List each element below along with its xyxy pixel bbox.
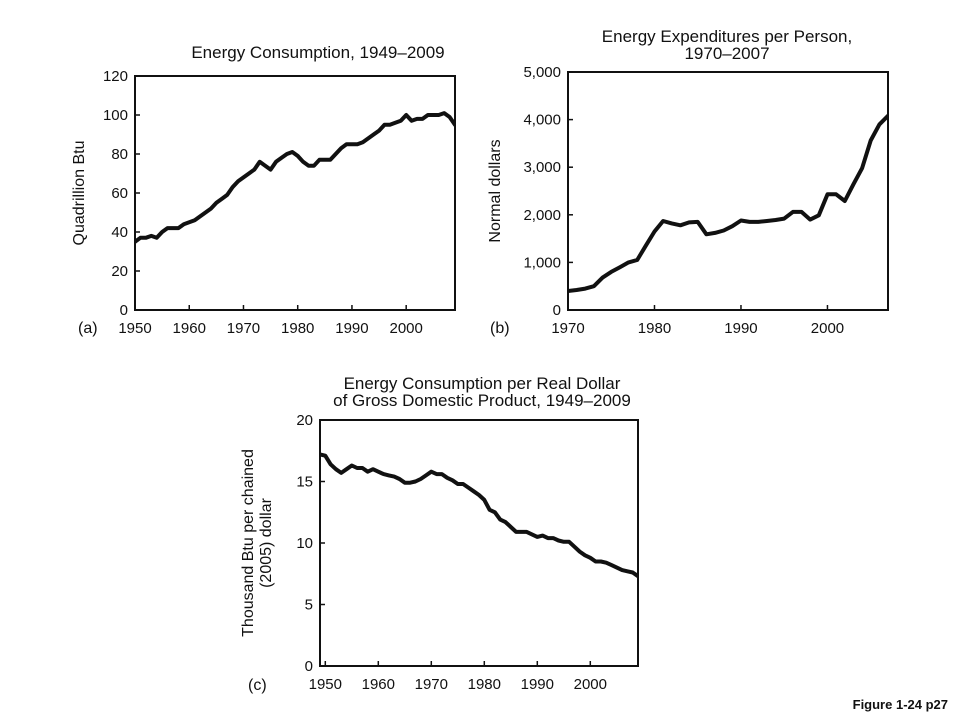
x-tick-label: 1990 bbox=[335, 320, 368, 337]
series-line bbox=[320, 452, 638, 579]
y-axis-label: Thousand Btu per chained(2005) dollar bbox=[240, 449, 275, 637]
y-tick-label: 0 bbox=[305, 658, 313, 675]
panel-letter: (b) bbox=[490, 320, 510, 337]
x-tick-label: 1960 bbox=[362, 676, 395, 693]
x-tick-label: 1970 bbox=[227, 320, 260, 337]
chart-title: Energy Consumption, 1949–2009 bbox=[191, 43, 444, 62]
x-tick-label: 1960 bbox=[173, 320, 206, 337]
x-tick-label: 1980 bbox=[638, 320, 671, 337]
x-tick-label: 1990 bbox=[724, 320, 757, 337]
chart-title: Energy Consumption per Real Dollar bbox=[344, 374, 621, 393]
x-tick-label: 1950 bbox=[118, 320, 151, 337]
panel-letter: (a) bbox=[78, 320, 98, 337]
chart-energy-consumption: Energy Consumption, 1949–2009 Quadrillion… bbox=[71, 43, 456, 337]
x-tick-label: 2000 bbox=[574, 676, 607, 693]
y-tick-label: 20 bbox=[296, 412, 313, 429]
x-tick-label: 1970 bbox=[415, 676, 448, 693]
chart-title: of Gross Domestic Product, 1949–2009 bbox=[333, 391, 631, 410]
plot-frame bbox=[134, 75, 456, 311]
y-axis-label: Normal dollars bbox=[487, 139, 504, 242]
y-tick-label: 40 bbox=[111, 224, 128, 241]
y-axis-label: Quadrillion Btu bbox=[71, 141, 88, 246]
y-tick-label: 100 bbox=[103, 107, 128, 124]
chart-title: 1970–2007 bbox=[684, 44, 769, 63]
series-line bbox=[568, 113, 888, 293]
y-tick-label: 10 bbox=[296, 535, 313, 552]
x-tick-label: 1990 bbox=[521, 676, 554, 693]
x-tick-label: 2000 bbox=[811, 320, 844, 337]
y-tick-label: 120 bbox=[103, 68, 128, 85]
chart-title: Energy Expenditures per Person, bbox=[602, 27, 852, 46]
x-tick-label: 1980 bbox=[468, 676, 501, 693]
y-tick-label: 60 bbox=[111, 185, 128, 202]
y-tick-label: 3,000 bbox=[523, 159, 561, 176]
y-tick-label: 1,000 bbox=[523, 254, 561, 271]
y-tick-label: 5 bbox=[305, 597, 313, 614]
x-tick-label: 1970 bbox=[551, 320, 584, 337]
plot-frame bbox=[319, 419, 639, 667]
y-tick-label: 0 bbox=[553, 302, 561, 319]
figure-caption: Figure 1-24 p27 bbox=[852, 697, 948, 712]
x-tick-label: 1950 bbox=[309, 676, 342, 693]
x-tick-label: 2000 bbox=[389, 320, 422, 337]
y-tick-label: 15 bbox=[296, 474, 313, 491]
y-tick-label: 20 bbox=[111, 263, 128, 280]
x-tick-label: 1980 bbox=[281, 320, 314, 337]
y-tick-label: 0 bbox=[120, 302, 128, 319]
y-tick-label: 2,000 bbox=[523, 207, 561, 224]
y-tick-label: 80 bbox=[111, 146, 128, 163]
y-tick-label: 5,000 bbox=[523, 64, 561, 81]
panel-letter: (c) bbox=[248, 677, 267, 694]
chart-energy-expenditures: Energy Expenditures per Person,1970–2007… bbox=[487, 27, 889, 337]
series-line bbox=[135, 111, 455, 245]
plot-frame bbox=[567, 71, 889, 311]
y-tick-label: 4,000 bbox=[523, 112, 561, 129]
